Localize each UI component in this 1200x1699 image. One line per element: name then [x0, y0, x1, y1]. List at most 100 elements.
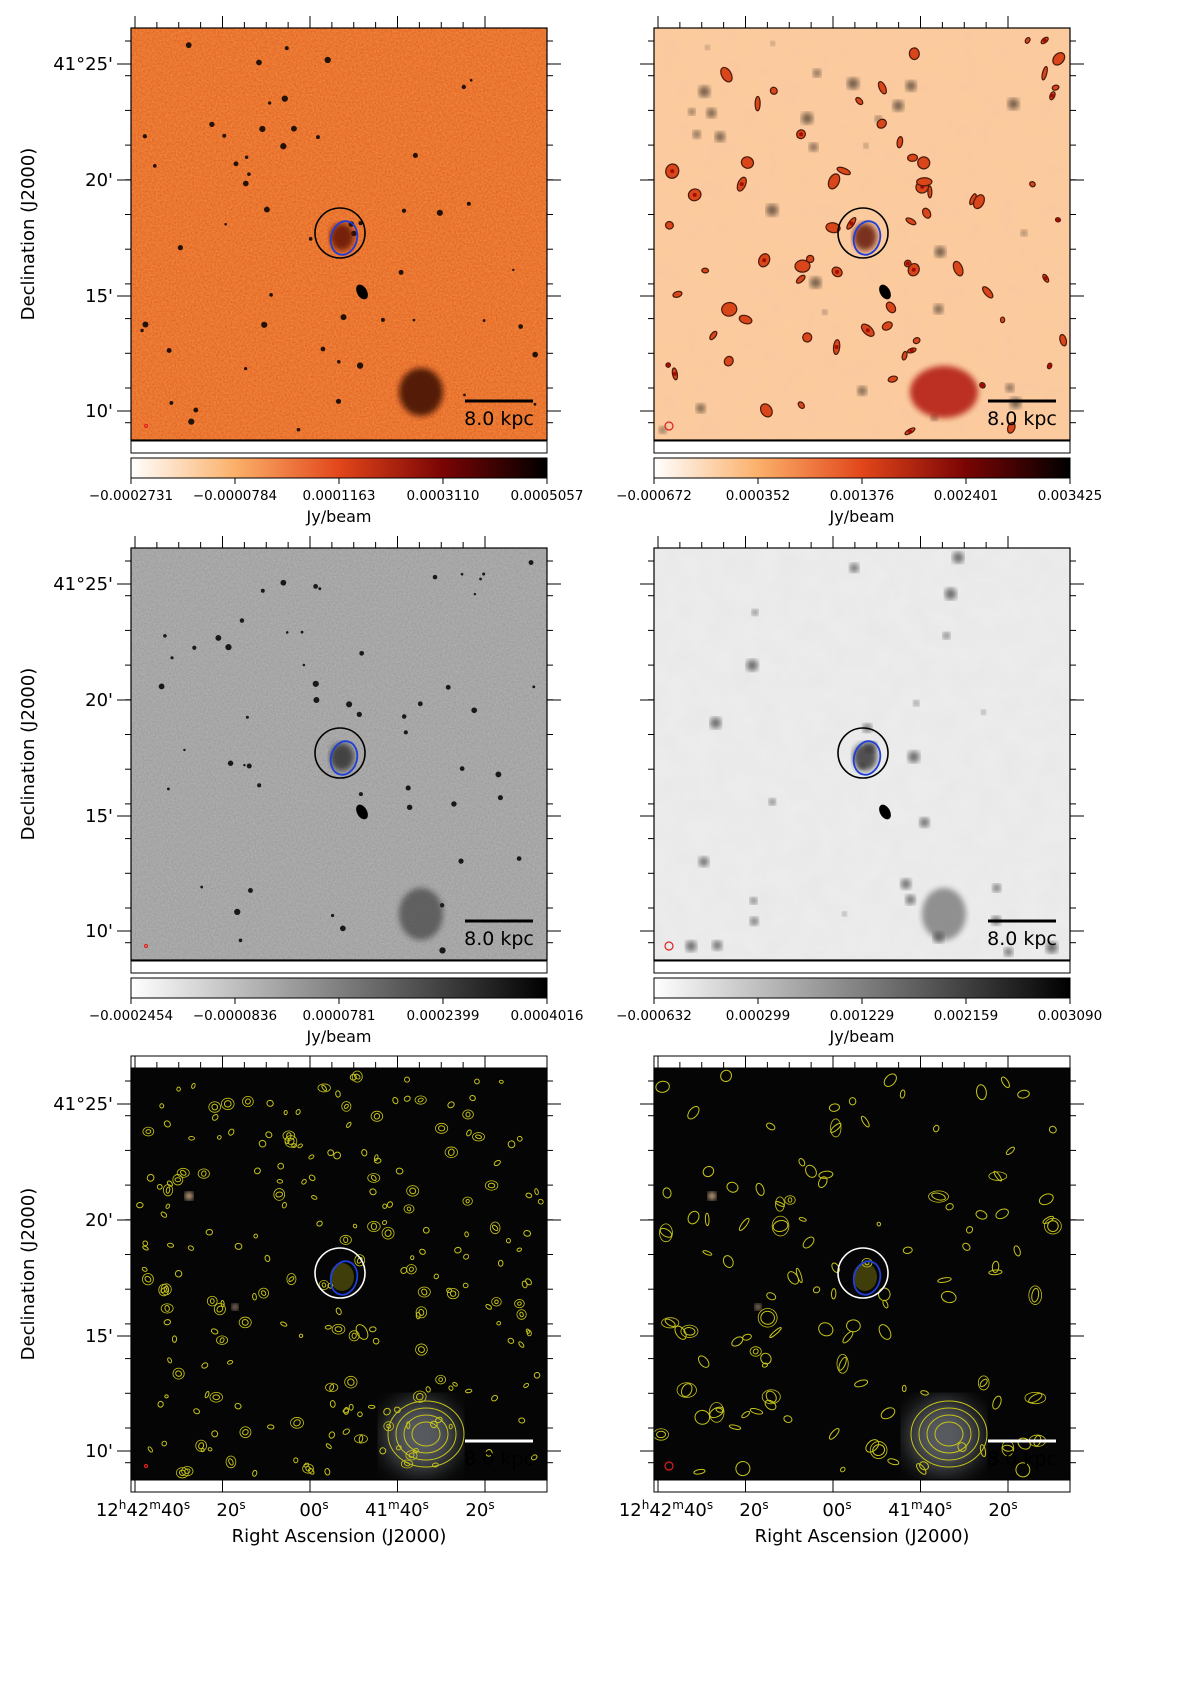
contour — [979, 1378, 988, 1388]
contour — [865, 1439, 880, 1453]
contour — [206, 1295, 218, 1307]
ra-axis-label: Right Ascension (J2000) — [755, 1526, 970, 1547]
radio-source — [992, 883, 1001, 893]
contour — [286, 1273, 297, 1286]
contour — [415, 1311, 421, 1320]
compact-source — [879, 804, 891, 820]
contour — [452, 1381, 458, 1387]
radio-source — [685, 940, 697, 952]
contour — [167, 1357, 173, 1364]
contour — [885, 301, 897, 314]
contour — [742, 1333, 752, 1341]
contour — [794, 259, 811, 273]
ra-tick-label: 12h42m40s — [96, 1498, 190, 1521]
contour — [1051, 84, 1060, 91]
contour — [193, 1408, 201, 1415]
radio-source — [401, 208, 407, 213]
contour — [381, 1220, 388, 1226]
colorbar-tick-label: 0.001229 — [830, 1008, 894, 1024]
radio-source — [692, 130, 701, 139]
radio-source — [166, 787, 170, 791]
radio-source — [849, 563, 859, 573]
contour — [395, 1407, 457, 1461]
contour — [655, 1080, 670, 1093]
contour — [654, 1428, 669, 1441]
contour — [491, 1297, 502, 1307]
contour — [367, 1220, 381, 1232]
colorbar-tick-label: −0.0000784 — [193, 488, 277, 504]
source-peak — [1055, 217, 1060, 222]
contour — [286, 1132, 292, 1139]
radio-source — [863, 143, 869, 149]
contour — [485, 1449, 493, 1457]
contour — [931, 1192, 946, 1201]
contour — [757, 1308, 778, 1328]
dec-tick-label: 10' — [85, 921, 113, 942]
radio-source — [495, 771, 502, 778]
source-peak — [1042, 38, 1047, 43]
contour — [1028, 1392, 1043, 1404]
source-peak — [865, 328, 870, 333]
colorbar-gap — [653, 440, 1071, 454]
contour — [400, 1459, 414, 1469]
contour — [881, 321, 893, 331]
contour — [406, 1185, 420, 1197]
contour — [400, 1266, 408, 1274]
ra-tick-label: 00s — [822, 1498, 851, 1521]
contour — [433, 1273, 439, 1280]
contour — [395, 1445, 402, 1451]
contour — [404, 1076, 410, 1083]
contour — [765, 1390, 777, 1403]
contour — [275, 1191, 284, 1198]
contour — [239, 1426, 252, 1439]
extended-galaxy — [399, 888, 443, 940]
contour — [311, 1195, 318, 1200]
contour — [738, 314, 753, 325]
beam-marker — [664, 941, 674, 951]
contour — [934, 1421, 964, 1447]
aperture-circle — [837, 207, 889, 259]
contour — [497, 1259, 504, 1267]
contour — [163, 1120, 171, 1128]
contour — [213, 1302, 226, 1316]
source-peak — [835, 269, 840, 274]
beam-marker — [143, 943, 149, 949]
aperture-circle — [837, 1247, 889, 1299]
scale-bar-label: 8.0 kpc — [464, 408, 534, 430]
target-emission — [330, 743, 354, 771]
contour — [293, 1457, 299, 1464]
contour — [216, 1335, 229, 1345]
dec-tick-label: 20' — [85, 170, 113, 191]
contour — [802, 332, 813, 343]
radio-source — [766, 204, 778, 217]
contour — [352, 1223, 358, 1229]
contour — [414, 1095, 427, 1105]
contour — [940, 1290, 957, 1304]
radio-source — [269, 292, 273, 297]
contour — [373, 1112, 381, 1120]
contour — [447, 1101, 455, 1109]
scale-bar-label: 8.0 kpc — [987, 408, 1057, 430]
radio-source — [340, 925, 346, 932]
contour — [343, 1236, 349, 1244]
radio-source — [801, 112, 814, 125]
radio-source — [905, 80, 917, 92]
contour — [242, 1095, 254, 1108]
radio-source — [659, 426, 667, 434]
contour — [381, 1226, 395, 1240]
contour — [523, 1230, 532, 1237]
contour — [883, 1073, 897, 1087]
radio-source — [469, 78, 473, 82]
contour — [211, 1103, 219, 1111]
contour — [907, 153, 919, 162]
contour — [430, 1420, 438, 1429]
radio-source — [952, 551, 964, 564]
radio-source — [140, 328, 144, 333]
contour — [403, 1095, 411, 1102]
contour — [386, 1201, 393, 1208]
source-peak — [909, 348, 914, 353]
contour — [164, 1394, 169, 1399]
contour — [876, 1221, 882, 1227]
contour — [838, 1356, 847, 1371]
compact-source — [355, 1324, 369, 1340]
